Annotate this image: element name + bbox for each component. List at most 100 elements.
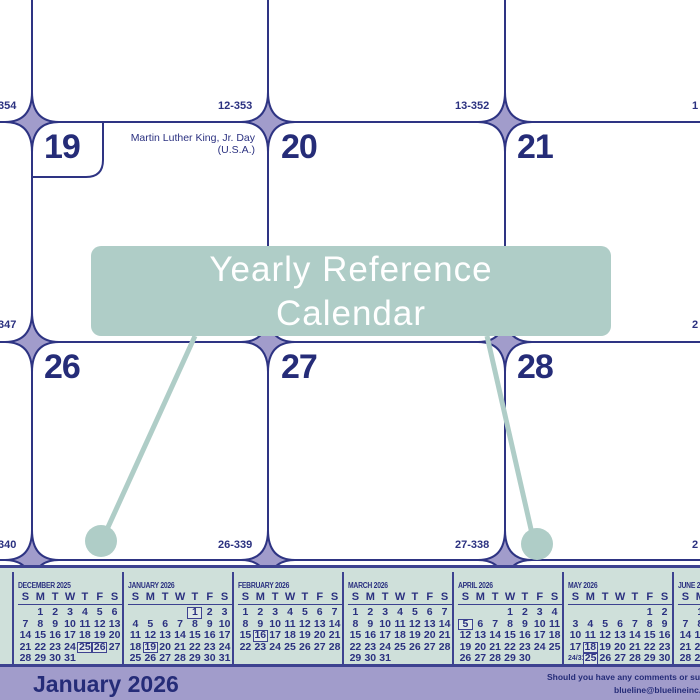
mini-day: 19 xyxy=(459,640,472,653)
mini-calendar: FEBRUARY 2026 S M T W T F S 1 2 3 4 5 6 7 8 9 10 11 12 13 14 1… xyxy=(232,572,342,664)
mini-day: 7 xyxy=(331,606,338,618)
weekday-letter: T xyxy=(601,591,609,603)
day-of-year-label: 26-339 xyxy=(218,539,253,551)
mini-day: 27 xyxy=(159,652,171,665)
mini-day: 24 xyxy=(533,640,546,653)
weekday-letter: M xyxy=(35,591,45,603)
mini-day: 19 xyxy=(299,629,311,642)
mini-day: 27 xyxy=(614,652,627,665)
mini-day: 8 xyxy=(693,618,700,631)
mini-day: 25 xyxy=(394,640,406,653)
mini-day: 22 xyxy=(239,640,252,653)
mini-day: 20 xyxy=(423,629,436,642)
corner-star-ornament xyxy=(240,91,296,153)
mini-day xyxy=(458,607,473,619)
mini-day: 19 xyxy=(599,640,611,653)
mini-day: 15 xyxy=(694,629,700,642)
mini-day: 29 xyxy=(34,652,47,665)
mini-day: 23 xyxy=(364,640,377,653)
mini-day: 27 xyxy=(313,640,326,653)
weekday-letter: M xyxy=(365,591,375,603)
mini-day: 12 xyxy=(409,617,421,630)
day-number-21[interactable]: 21 xyxy=(517,128,554,166)
day-number-26[interactable]: 26 xyxy=(44,348,81,386)
mini-day: 25 xyxy=(129,652,142,665)
mini-day: 6 xyxy=(477,617,484,630)
mini-day: 6 xyxy=(162,617,169,630)
mini-calendar-strip: DECEMBER 2025 S M T W T F S 1 2 3 4 5 6 7 8 9 10 11 12 13 14 1… xyxy=(0,565,700,667)
mini-day: 26 xyxy=(92,640,108,654)
mini-day: 11 xyxy=(584,629,596,642)
mini-day: 6 xyxy=(426,606,433,618)
mini-week-row: 15 16 17 18 19 20 21 xyxy=(238,630,342,642)
mini-day: 30 xyxy=(364,652,377,665)
mini-day: 21 xyxy=(629,640,641,653)
feedback-email[interactable]: blueline@bluelineinc. xyxy=(614,685,700,695)
day-of-year-label: 12-353 xyxy=(218,100,253,112)
mini-day: 28 xyxy=(629,652,641,665)
weekday-letter: W xyxy=(174,591,186,603)
weekday-letter: S xyxy=(571,591,580,603)
mini-day: 16 xyxy=(203,629,216,642)
mini-day: 14 xyxy=(328,617,341,630)
mini-day: 29 xyxy=(643,652,656,665)
day-number-27[interactable]: 27 xyxy=(281,348,318,386)
mini-day: 2 xyxy=(257,606,264,618)
mini-day: 17 xyxy=(218,629,231,642)
day-of-year-label: 340 xyxy=(0,539,17,551)
mini-day: 13 xyxy=(159,629,171,642)
mini-day: 12 xyxy=(93,617,106,630)
mini-day: 10 xyxy=(64,617,76,630)
mini-day: 7 xyxy=(682,617,689,630)
mini-day: 2 xyxy=(661,606,668,618)
mini-day: 6 xyxy=(316,606,323,618)
mini-week-row: 19 20 21 22 23 24 25 xyxy=(458,640,562,654)
mini-day xyxy=(158,607,173,619)
mini-week-row: 8 9 10 11 12 13 14 xyxy=(348,617,452,631)
mini-day: 29 xyxy=(504,652,516,665)
mini-day: 11 xyxy=(129,629,141,642)
mini-day: 4 xyxy=(132,617,139,630)
mini-day: 11 xyxy=(394,617,406,630)
mini-day: 24 xyxy=(269,640,281,653)
mini-day: 19 xyxy=(93,629,106,642)
mini-day: 5 xyxy=(411,606,418,618)
weekday-letter: T xyxy=(301,591,309,603)
mini-day: 22 xyxy=(694,640,700,653)
mini-day: 7 xyxy=(441,606,448,618)
day-number-20[interactable]: 20 xyxy=(281,128,318,166)
mini-day: 23 xyxy=(203,640,216,653)
mini-day xyxy=(488,607,503,619)
weekday-letter: F xyxy=(536,591,544,603)
mini-day: 5 xyxy=(96,606,103,618)
corner-star-ornament xyxy=(4,529,60,565)
day-number-28[interactable]: 28 xyxy=(517,348,554,386)
holiday-region: (U.S.A.) xyxy=(217,144,255,156)
mini-calendar-title: DECEMBER 2025 xyxy=(18,581,71,590)
holiday-label: Martin Luther King, Jr. Day (U.S.A.) xyxy=(131,132,255,156)
weekday-letter: F xyxy=(206,591,214,603)
mini-day: 12 xyxy=(144,629,157,642)
feedback-note: Should you have any comments or sugge xyxy=(547,672,700,682)
day-of-year-label: 1 xyxy=(692,100,699,112)
weekday-letter: S xyxy=(131,591,140,603)
mini-day: 10 xyxy=(269,617,281,630)
mini-day: 23 xyxy=(254,640,267,653)
mini-day: 11 xyxy=(549,617,561,630)
mini-day: 10 xyxy=(569,629,582,642)
day-number-19[interactable]: 19 xyxy=(44,128,81,166)
mini-day xyxy=(18,607,33,619)
weekday-letter: S xyxy=(681,591,690,603)
mini-day: 20 xyxy=(474,640,487,653)
mini-calendar-title: JUNE 2026 xyxy=(678,581,700,590)
mini-week-row: 5 6 7 8 9 10 11 xyxy=(458,617,562,631)
day-of-year-label: 27-338 xyxy=(455,539,490,551)
mini-calendar: DECEMBER 2025 S M T W T F S 1 2 3 4 5 6 7 8 9 10 11 12 13 14 1… xyxy=(12,572,122,664)
mini-day: 14 xyxy=(629,629,641,642)
mini-calendar: MARCH 2026 S M T W T F S 1 2 3 4 5 6 7 8 9 10 11 12 13 14 15 16… xyxy=(342,572,452,664)
mini-day: 10 xyxy=(218,617,231,630)
weekday-letter: W xyxy=(394,591,406,603)
